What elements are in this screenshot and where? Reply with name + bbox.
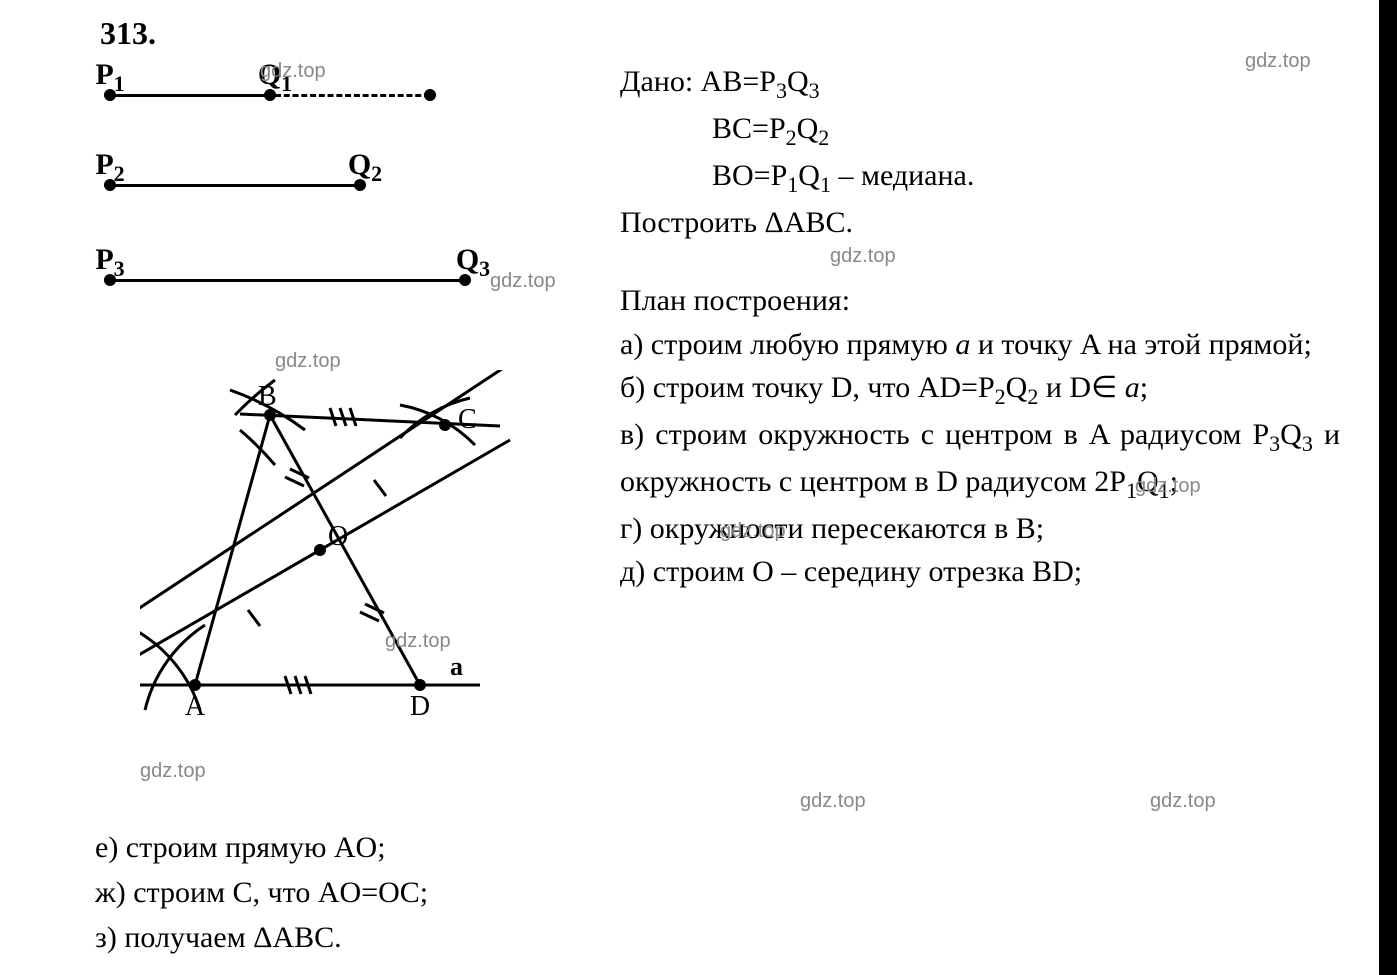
svg-text:B: B [258, 381, 277, 412]
svg-text:C: C [458, 404, 477, 435]
seg-q1-dashed [275, 94, 430, 97]
plan-a: а) строим любую прямую a и точку A на эт… [620, 323, 1340, 367]
watermark-11: gdz.top [1150, 790, 1216, 813]
seg-p2q2 [110, 184, 360, 187]
construction-svg: A B C D O a [140, 370, 540, 750]
item-e: е) строим прямую AO; [95, 825, 428, 870]
watermark-4: gdz.top [385, 630, 451, 653]
plan-v: в) строим окружность с центром в A радиу… [620, 413, 1340, 507]
watermark-6: gdz.top [1245, 50, 1311, 73]
seg-p1q1 [110, 94, 270, 97]
plan-d: д) строим O – середину отрезка BD; [620, 550, 1340, 594]
svg-text:O: O [328, 521, 348, 552]
seg-p3q3 [110, 279, 465, 282]
plan-block: План построения: а) строим любую прямую … [620, 279, 1340, 594]
svg-text:a: a [450, 652, 463, 681]
watermark-5: gdz.top [140, 760, 206, 783]
problem-number: 313. [100, 15, 156, 52]
given-line2: BC=P2Q2 [620, 107, 1340, 154]
scan-edge [1379, 0, 1397, 975]
svg-text:A: A [185, 691, 206, 722]
right-column: Дано: AB=P3Q3 BC=P2Q2 BO=P1Q1 – медиана.… [620, 60, 1340, 594]
given-line3: BO=P1Q1 – медиана. [620, 154, 1340, 201]
label-q2: Q2 [348, 148, 382, 187]
left-column: P1 Q1 P2 Q2 P3 Q3 [100, 70, 550, 320]
svg-text:D: D [410, 691, 430, 722]
watermark-10: gdz.top [800, 790, 866, 813]
watermark-2: gdz.top [490, 270, 556, 293]
plan-title: План построения: [620, 279, 1340, 323]
watermark-8: gdz.top [1135, 475, 1201, 498]
watermark-1: gdz.top [260, 60, 326, 83]
watermark-7: gdz.top [830, 245, 896, 268]
watermark-9: gdz.top [720, 520, 786, 543]
given-block: Дано: AB=P3Q3 BC=P2Q2 BO=P1Q1 – медиана.… [620, 60, 1340, 244]
segments-diagram: P1 Q1 P2 Q2 P3 Q3 [100, 70, 550, 320]
dot-q1-end [424, 89, 436, 101]
plan-b: б) строим точку D, что AD=P2Q2 и D∈ a; [620, 366, 1340, 413]
build-line: Построить ΔABC. [620, 201, 1340, 245]
item-zh: ж) строим C, что AO=OC; [95, 870, 428, 915]
item-z: з) получаем ΔABC. [95, 915, 428, 960]
construction-diagram: A B C D O a [140, 370, 540, 750]
watermark-3: gdz.top [275, 350, 341, 373]
label-q3: Q3 [456, 243, 490, 282]
bottom-text: е) строим прямую AO; ж) строим C, что AO… [95, 825, 428, 960]
given-line1: Дано: AB=P3Q3 [620, 60, 1340, 107]
